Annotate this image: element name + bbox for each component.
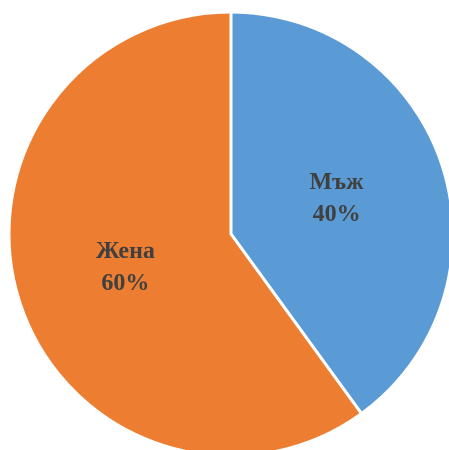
pie-slice bbox=[7, 10, 364, 450]
pie-slice bbox=[229, 10, 449, 416]
slice-label: Жена bbox=[96, 238, 155, 264]
slice-value-label: 40% bbox=[313, 201, 361, 227]
slice-label: Мъж bbox=[310, 169, 365, 195]
slice-value-label: 60% bbox=[101, 270, 149, 296]
